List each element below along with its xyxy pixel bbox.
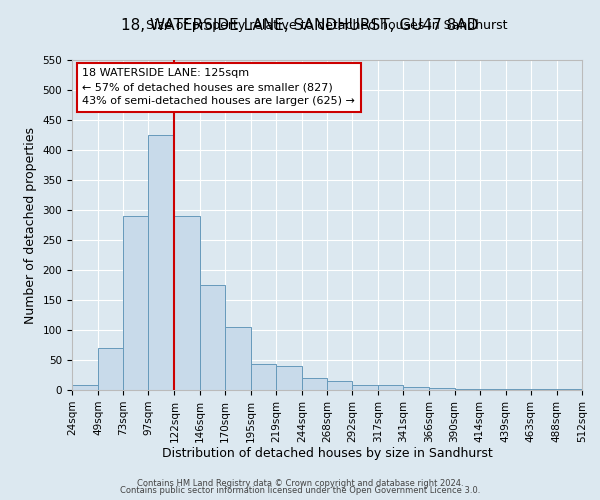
Bar (175, 216, 199, 390)
Bar (72, 385, 98, 390)
Text: 18, WATERSIDE LANE, SANDHURST, GU47 8AD: 18, WATERSIDE LANE, SANDHURST, GU47 8AD (121, 18, 479, 32)
Bar (403, 387, 430, 390)
Bar (352, 385, 378, 390)
Bar (200, 285, 224, 390)
Y-axis label: Number of detached properties: Number of detached properties (24, 126, 37, 324)
Bar (98, 348, 123, 390)
Bar (123, 216, 148, 390)
Bar (455, 389, 479, 390)
Title: Size of property relative to detached houses in Sandhurst: Size of property relative to detached ho… (146, 20, 508, 32)
Text: Contains HM Land Registry data © Crown copyright and database right 2024.: Contains HM Land Registry data © Crown c… (137, 478, 463, 488)
Text: Contains public sector information licensed under the Open Government Licence 3.: Contains public sector information licen… (120, 486, 480, 495)
X-axis label: Distribution of detached houses by size in Sandhurst: Distribution of detached houses by size … (161, 448, 493, 460)
Text: 18 WATERSIDE LANE: 125sqm
← 57% of detached houses are smaller (827)
43% of semi: 18 WATERSIDE LANE: 125sqm ← 57% of detac… (82, 68, 355, 106)
Bar (148, 135, 175, 390)
Bar (327, 381, 352, 390)
Bar (302, 378, 327, 390)
Bar (276, 366, 302, 390)
Bar (430, 388, 455, 390)
Bar (251, 364, 276, 390)
Bar (378, 385, 403, 390)
Bar (224, 327, 251, 390)
